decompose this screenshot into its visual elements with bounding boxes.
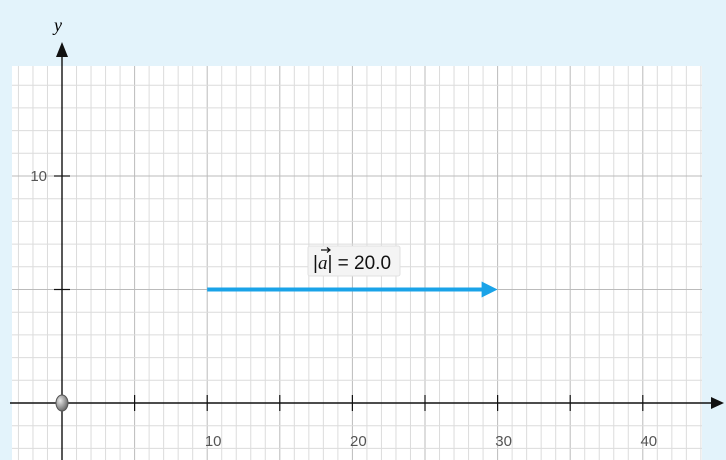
vector-label-background (307, 245, 401, 277)
vector-a[interactable] (207, 281, 498, 298)
vector-arrowhead-icon[interactable] (481, 281, 498, 298)
grid (12, 66, 702, 460)
axis-tick-labels: 10 20 30 40 10 (30, 168, 657, 450)
x-axis-tick-label: 10 (205, 433, 222, 450)
y-axis-arrow-icon (56, 42, 68, 57)
vector-label-suffix: | = 20.0 (327, 253, 391, 274)
x-axis-tick-label: 30 (495, 433, 512, 450)
axes (10, 42, 724, 460)
vector-label-arrow-accent (321, 247, 331, 253)
vector-label-text: |a| = 20.0 (313, 253, 391, 274)
axis-ticks (54, 175, 644, 411)
vector-label-prefix: | (313, 253, 318, 274)
x-axis-tick-label: 40 (640, 433, 657, 450)
origin-point-handle[interactable] (55, 394, 69, 412)
x-axis-tick-label: 20 (350, 433, 367, 450)
draggable-point-icon[interactable] (55, 394, 69, 412)
y-axis-tick-label: 10 (30, 168, 47, 185)
y-axis-name: y (52, 15, 62, 35)
vector-label-symbol: a (318, 253, 328, 274)
x-axis-arrow-icon (711, 397, 724, 409)
vector-magnitude-label: |a| = 20.0 (307, 245, 401, 277)
